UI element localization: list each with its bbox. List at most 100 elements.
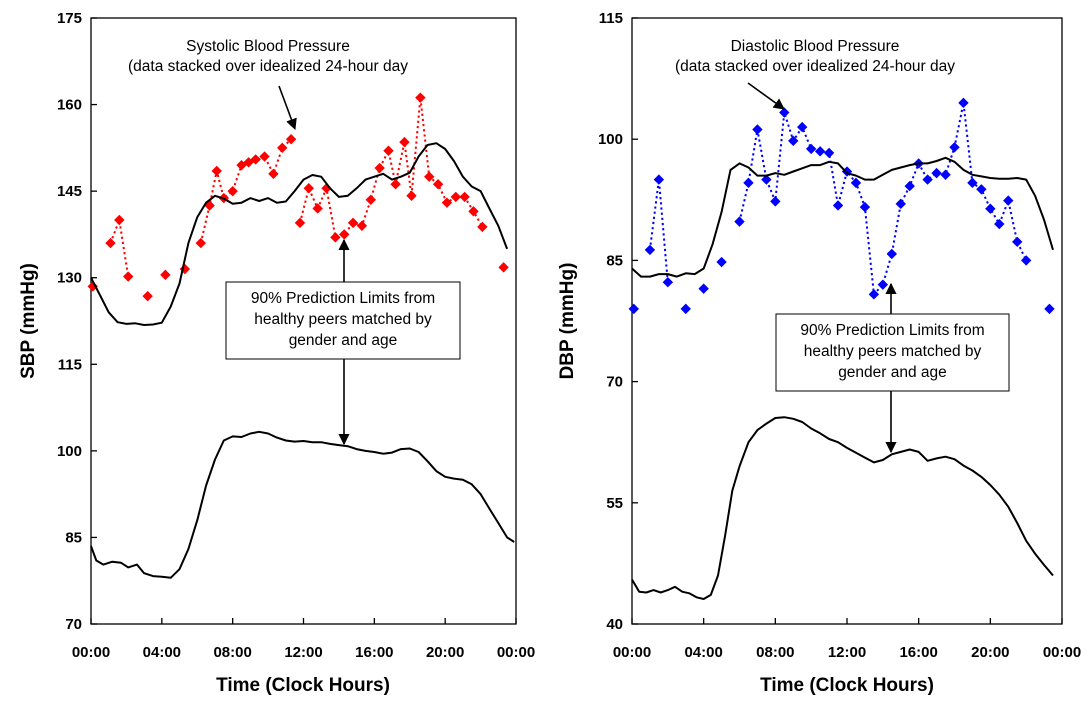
x-tick-label: 20:00 <box>971 644 1009 661</box>
x-tick-label: 00:00 <box>72 644 110 661</box>
x-tick-label: 04:00 <box>684 644 722 661</box>
y-tick-label: 40 <box>606 616 623 633</box>
data-point <box>628 303 639 315</box>
data-point <box>1020 255 1032 266</box>
data-point <box>814 146 826 157</box>
measurement-dotted-line <box>299 97 484 239</box>
caption-line: Diastolic Blood Pressure <box>731 38 900 55</box>
data-point <box>716 256 727 268</box>
y-tick-label: 145 <box>57 183 82 200</box>
data-point <box>227 185 238 197</box>
y-tick-label: 100 <box>598 131 623 148</box>
x-tick-label: 12:00 <box>828 644 866 661</box>
data-point <box>347 217 359 229</box>
y-tick-label: 160 <box>57 97 82 114</box>
data-point <box>877 279 889 290</box>
data-point <box>365 194 376 205</box>
data-point <box>734 216 745 227</box>
chart-panel-1: 70 85 100 115 130 145 160 175 00:00 04:00 08:00 12:… <box>18 10 535 696</box>
caption-annotation: Systolic Blood Pressure (data stacked ove… <box>128 38 408 75</box>
data-point <box>277 142 288 154</box>
prediction-limits-box <box>775 313 1010 392</box>
data-point <box>940 169 951 180</box>
chart-panel-2: 40 55 70 85 100 115 00:00 04:00 08:00 12:00 16:00 2… <box>557 10 1081 696</box>
x-tick-label: 04:00 <box>143 644 181 661</box>
x-tick-label: 08:00 <box>756 644 794 661</box>
data-point <box>87 281 98 292</box>
data-point <box>268 168 279 180</box>
data-point <box>294 217 306 229</box>
x-tick-label: 12:00 <box>284 644 322 661</box>
prediction-limits-line: healthy peers matched by <box>804 343 982 360</box>
data-point <box>459 191 470 203</box>
prediction-limits-line: gender and age <box>289 332 398 349</box>
data-point <box>922 174 933 185</box>
prediction-limits-line: gender and age <box>838 364 947 381</box>
y-tick-label: 70 <box>606 374 623 391</box>
lower-limit-line <box>90 430 515 579</box>
lower-limit-line <box>631 416 1054 600</box>
data-point <box>967 177 978 189</box>
prediction-limits-line: 90% Prediction Limits from <box>251 290 435 307</box>
data-point <box>1012 236 1023 248</box>
data-point <box>142 290 153 302</box>
data-point <box>250 154 261 165</box>
y-tick-label: 55 <box>606 495 623 512</box>
data-point <box>761 174 772 185</box>
data-point <box>680 303 691 315</box>
data-point <box>850 177 862 189</box>
x-tick-label: 16:00 <box>355 644 393 661</box>
y-axis-label: DBP (mmHg) <box>557 263 578 380</box>
upper-limit-line <box>90 142 509 326</box>
x-tick-label: 00:00 <box>613 644 651 661</box>
data-point <box>477 221 488 233</box>
data-point <box>303 183 315 194</box>
x-axis-label: Time (Clock Hours) <box>216 675 390 696</box>
data-point <box>1003 195 1014 206</box>
x-tick-label: 20:00 <box>426 644 464 661</box>
data-point <box>160 269 171 281</box>
data-point <box>958 97 969 109</box>
data-point <box>432 179 444 190</box>
prediction-limits-line: 90% Prediction Limits from <box>800 322 984 339</box>
y-tick-label: 70 <box>65 616 82 633</box>
measurement-dotted-line <box>109 216 130 277</box>
data-point <box>994 218 1005 230</box>
data-point <box>797 121 808 133</box>
caption-line: (data stacked over idealized 24-hour day <box>128 58 408 75</box>
measurement-dotted-line <box>199 138 292 244</box>
upper-limit-line <box>631 156 1054 278</box>
prediction-limits-line: healthy peers matched by <box>254 311 432 328</box>
data-point <box>895 198 906 210</box>
data-point <box>114 214 125 226</box>
prediction-limits-label: 90% Prediction Limits from healthy peers … <box>800 322 984 381</box>
measurement-dotted-line <box>648 179 669 283</box>
data-point <box>285 134 297 145</box>
caption-arrow <box>747 82 785 110</box>
caption-annotation: Diastolic Blood Pressure (data stacked ov… <box>675 38 955 75</box>
data-point <box>788 135 799 147</box>
data-point <box>399 136 410 148</box>
y-tick-label: 85 <box>606 252 623 269</box>
x-axis-label: Time (Clock Hours) <box>760 675 934 696</box>
data-point <box>823 147 835 159</box>
data-point <box>441 197 453 208</box>
data-point <box>949 142 960 153</box>
y-tick-label: 100 <box>57 443 82 460</box>
data-point <box>653 174 665 185</box>
data-point <box>450 191 461 203</box>
y-tick-label: 115 <box>599 10 623 27</box>
data-point <box>424 171 435 182</box>
data-point <box>743 177 754 189</box>
data-point <box>1044 303 1055 315</box>
data-point <box>105 237 116 249</box>
data-point <box>931 167 942 179</box>
data-point <box>498 262 509 273</box>
data-point <box>339 229 350 240</box>
y-tick-label: 130 <box>57 270 82 287</box>
x-tick-label: 08:00 <box>213 644 251 661</box>
data-point <box>259 151 270 162</box>
data-point <box>390 179 401 190</box>
data-point <box>122 271 134 282</box>
